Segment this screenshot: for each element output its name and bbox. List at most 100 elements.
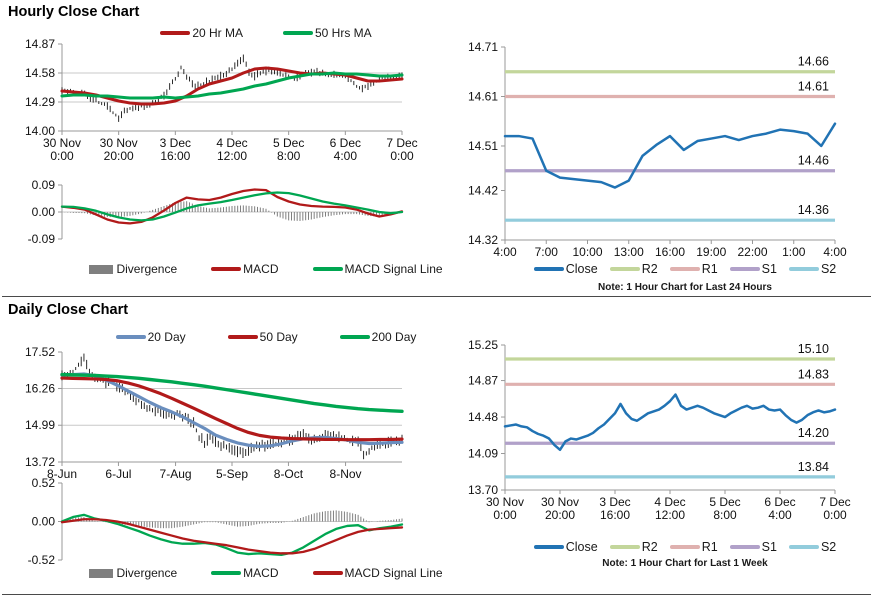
hourly-ma-legend: 20 Hr MA 50 Hrs MA bbox=[6, 24, 476, 42]
svg-text:3 Dec: 3 Dec bbox=[160, 136, 191, 150]
svg-text:13.84: 13.84 bbox=[798, 460, 829, 474]
hourly-section-title: Hourly Close Chart bbox=[8, 4, 140, 20]
legend-swatch bbox=[729, 545, 760, 549]
legend-item-50-hrs-ma: 50 Hrs MA bbox=[283, 26, 372, 40]
svg-text:8-Nov: 8-Nov bbox=[330, 467, 362, 481]
hourly-macd-legend: Divergence MACD MACD Signal Line bbox=[6, 260, 476, 278]
legend-swatch bbox=[533, 267, 564, 271]
svg-text:14.87: 14.87 bbox=[25, 37, 55, 51]
svg-text:8-Jun: 8-Jun bbox=[47, 467, 77, 481]
legend-item-s2: S2 bbox=[788, 540, 836, 554]
svg-text:5-Sep: 5-Sep bbox=[216, 467, 248, 481]
svg-text:14.83: 14.83 bbox=[798, 367, 829, 381]
svg-text:13:00: 13:00 bbox=[614, 245, 644, 259]
svg-text:7 Dec: 7 Dec bbox=[386, 136, 417, 150]
svg-text:-0.09: -0.09 bbox=[28, 232, 56, 246]
svg-text:6 Dec: 6 Dec bbox=[330, 136, 361, 150]
svg-text:4:00: 4:00 bbox=[334, 149, 358, 163]
daily-ma-legend: 20 Day 50 Day 200 Day bbox=[6, 328, 476, 346]
svg-text:14.99: 14.99 bbox=[25, 418, 55, 432]
svg-text:16:00: 16:00 bbox=[655, 245, 685, 259]
hourly-sr-legend: Close R2 R1 S1 S2 bbox=[437, 260, 873, 278]
svg-text:16:00: 16:00 bbox=[160, 149, 190, 163]
svg-text:8:00: 8:00 bbox=[277, 149, 301, 163]
svg-text:8-Oct: 8-Oct bbox=[274, 467, 304, 481]
hourly-note: Note: 1 Hour Chart for Last 24 Hours bbox=[598, 282, 772, 293]
daily-macd-chart: 0.52 0.00 -0.52 bbox=[28, 476, 404, 567]
svg-text:30 Nov: 30 Nov bbox=[100, 136, 138, 150]
svg-text:16:00: 16:00 bbox=[600, 508, 630, 522]
legend-item-200-day: 200 Day bbox=[339, 330, 416, 344]
legend-swatch bbox=[211, 267, 242, 271]
svg-text:22:00: 22:00 bbox=[737, 245, 767, 259]
svg-text:15.25: 15.25 bbox=[468, 338, 498, 352]
bottom-divider bbox=[2, 594, 871, 595]
svg-text:17.52: 17.52 bbox=[25, 345, 55, 359]
daily-macd-legend: Divergence MACD MACD Signal Line bbox=[6, 564, 476, 582]
svg-text:14.61: 14.61 bbox=[468, 89, 498, 103]
legend-item-r2: R2 bbox=[609, 262, 658, 276]
svg-text:0:00: 0:00 bbox=[823, 508, 847, 522]
svg-text:14.42: 14.42 bbox=[468, 184, 498, 198]
svg-text:30 Nov: 30 Nov bbox=[541, 495, 579, 509]
svg-text:8:00: 8:00 bbox=[713, 508, 737, 522]
legend-item-s1: S1 bbox=[729, 262, 777, 276]
weekly-note: Note: 1 Hour Chart for Last 1 Week bbox=[602, 558, 768, 569]
legend-swatch bbox=[312, 571, 343, 575]
svg-text:30 Nov: 30 Nov bbox=[43, 136, 81, 150]
svg-text:14.20: 14.20 bbox=[798, 426, 829, 440]
svg-text:14.46: 14.46 bbox=[798, 154, 829, 168]
svg-text:19:00: 19:00 bbox=[696, 245, 726, 259]
svg-text:14.00: 14.00 bbox=[25, 124, 55, 138]
legend-item-20-hr-ma: 20 Hr MA bbox=[160, 26, 243, 40]
legend-item-s1: S1 bbox=[729, 540, 777, 554]
legend-swatch bbox=[283, 31, 313, 35]
legend-item-s2: S2 bbox=[788, 262, 836, 276]
svg-text:5 Dec: 5 Dec bbox=[709, 495, 740, 509]
daily-section-title: Daily Close Chart bbox=[8, 302, 129, 318]
legend-swatch bbox=[339, 335, 370, 339]
svg-text:3 Dec: 3 Dec bbox=[599, 495, 630, 509]
section-divider bbox=[2, 296, 871, 297]
svg-text:14.51: 14.51 bbox=[468, 139, 498, 153]
legend-swatch bbox=[669, 545, 700, 549]
svg-text:12:00: 12:00 bbox=[655, 508, 685, 522]
legend-item-close: Close bbox=[533, 262, 598, 276]
svg-text:5 Dec: 5 Dec bbox=[273, 136, 304, 150]
svg-text:13.72: 13.72 bbox=[25, 455, 55, 469]
legend-swatch bbox=[788, 545, 819, 549]
svg-text:0.00: 0.00 bbox=[32, 515, 56, 529]
svg-text:0:00: 0:00 bbox=[50, 149, 74, 163]
svg-text:1:00: 1:00 bbox=[782, 245, 806, 259]
svg-text:14.71: 14.71 bbox=[468, 40, 498, 54]
legend-item-macd-signal-line: MACD Signal Line bbox=[312, 566, 443, 580]
svg-text:20:00: 20:00 bbox=[104, 149, 134, 163]
legend-item-divergence: Divergence bbox=[89, 262, 177, 276]
svg-text:14.48: 14.48 bbox=[468, 410, 498, 424]
svg-text:13.70: 13.70 bbox=[468, 483, 498, 497]
svg-text:0.09: 0.09 bbox=[32, 178, 56, 192]
svg-text:6-Jul: 6-Jul bbox=[105, 467, 131, 481]
svg-text:0:00: 0:00 bbox=[390, 149, 414, 163]
svg-text:7 Dec: 7 Dec bbox=[819, 495, 850, 509]
legend-swatch bbox=[312, 267, 343, 271]
svg-text:14.87: 14.87 bbox=[468, 374, 498, 388]
legend-item-r1: R1 bbox=[669, 540, 718, 554]
svg-text:4:00: 4:00 bbox=[493, 245, 517, 259]
legend-item-macd: MACD bbox=[211, 262, 279, 276]
svg-text:-0.52: -0.52 bbox=[28, 553, 56, 567]
svg-text:14.61: 14.61 bbox=[798, 79, 829, 93]
svg-text:0:00: 0:00 bbox=[493, 508, 517, 522]
daily-price-chart: 17.52 16.26 14.99 13.728-Jun 6-Jul 7-Aug 5-Sep… bbox=[25, 345, 404, 481]
svg-text:12:00: 12:00 bbox=[217, 149, 247, 163]
legend-item-close: Close bbox=[533, 540, 598, 554]
legend-item-r1: R1 bbox=[669, 262, 718, 276]
svg-text:7:00: 7:00 bbox=[535, 245, 559, 259]
svg-text:14.66: 14.66 bbox=[798, 55, 829, 69]
legend-swatch bbox=[533, 545, 564, 549]
legend-swatch bbox=[669, 267, 700, 271]
svg-text:4:00: 4:00 bbox=[768, 508, 792, 522]
